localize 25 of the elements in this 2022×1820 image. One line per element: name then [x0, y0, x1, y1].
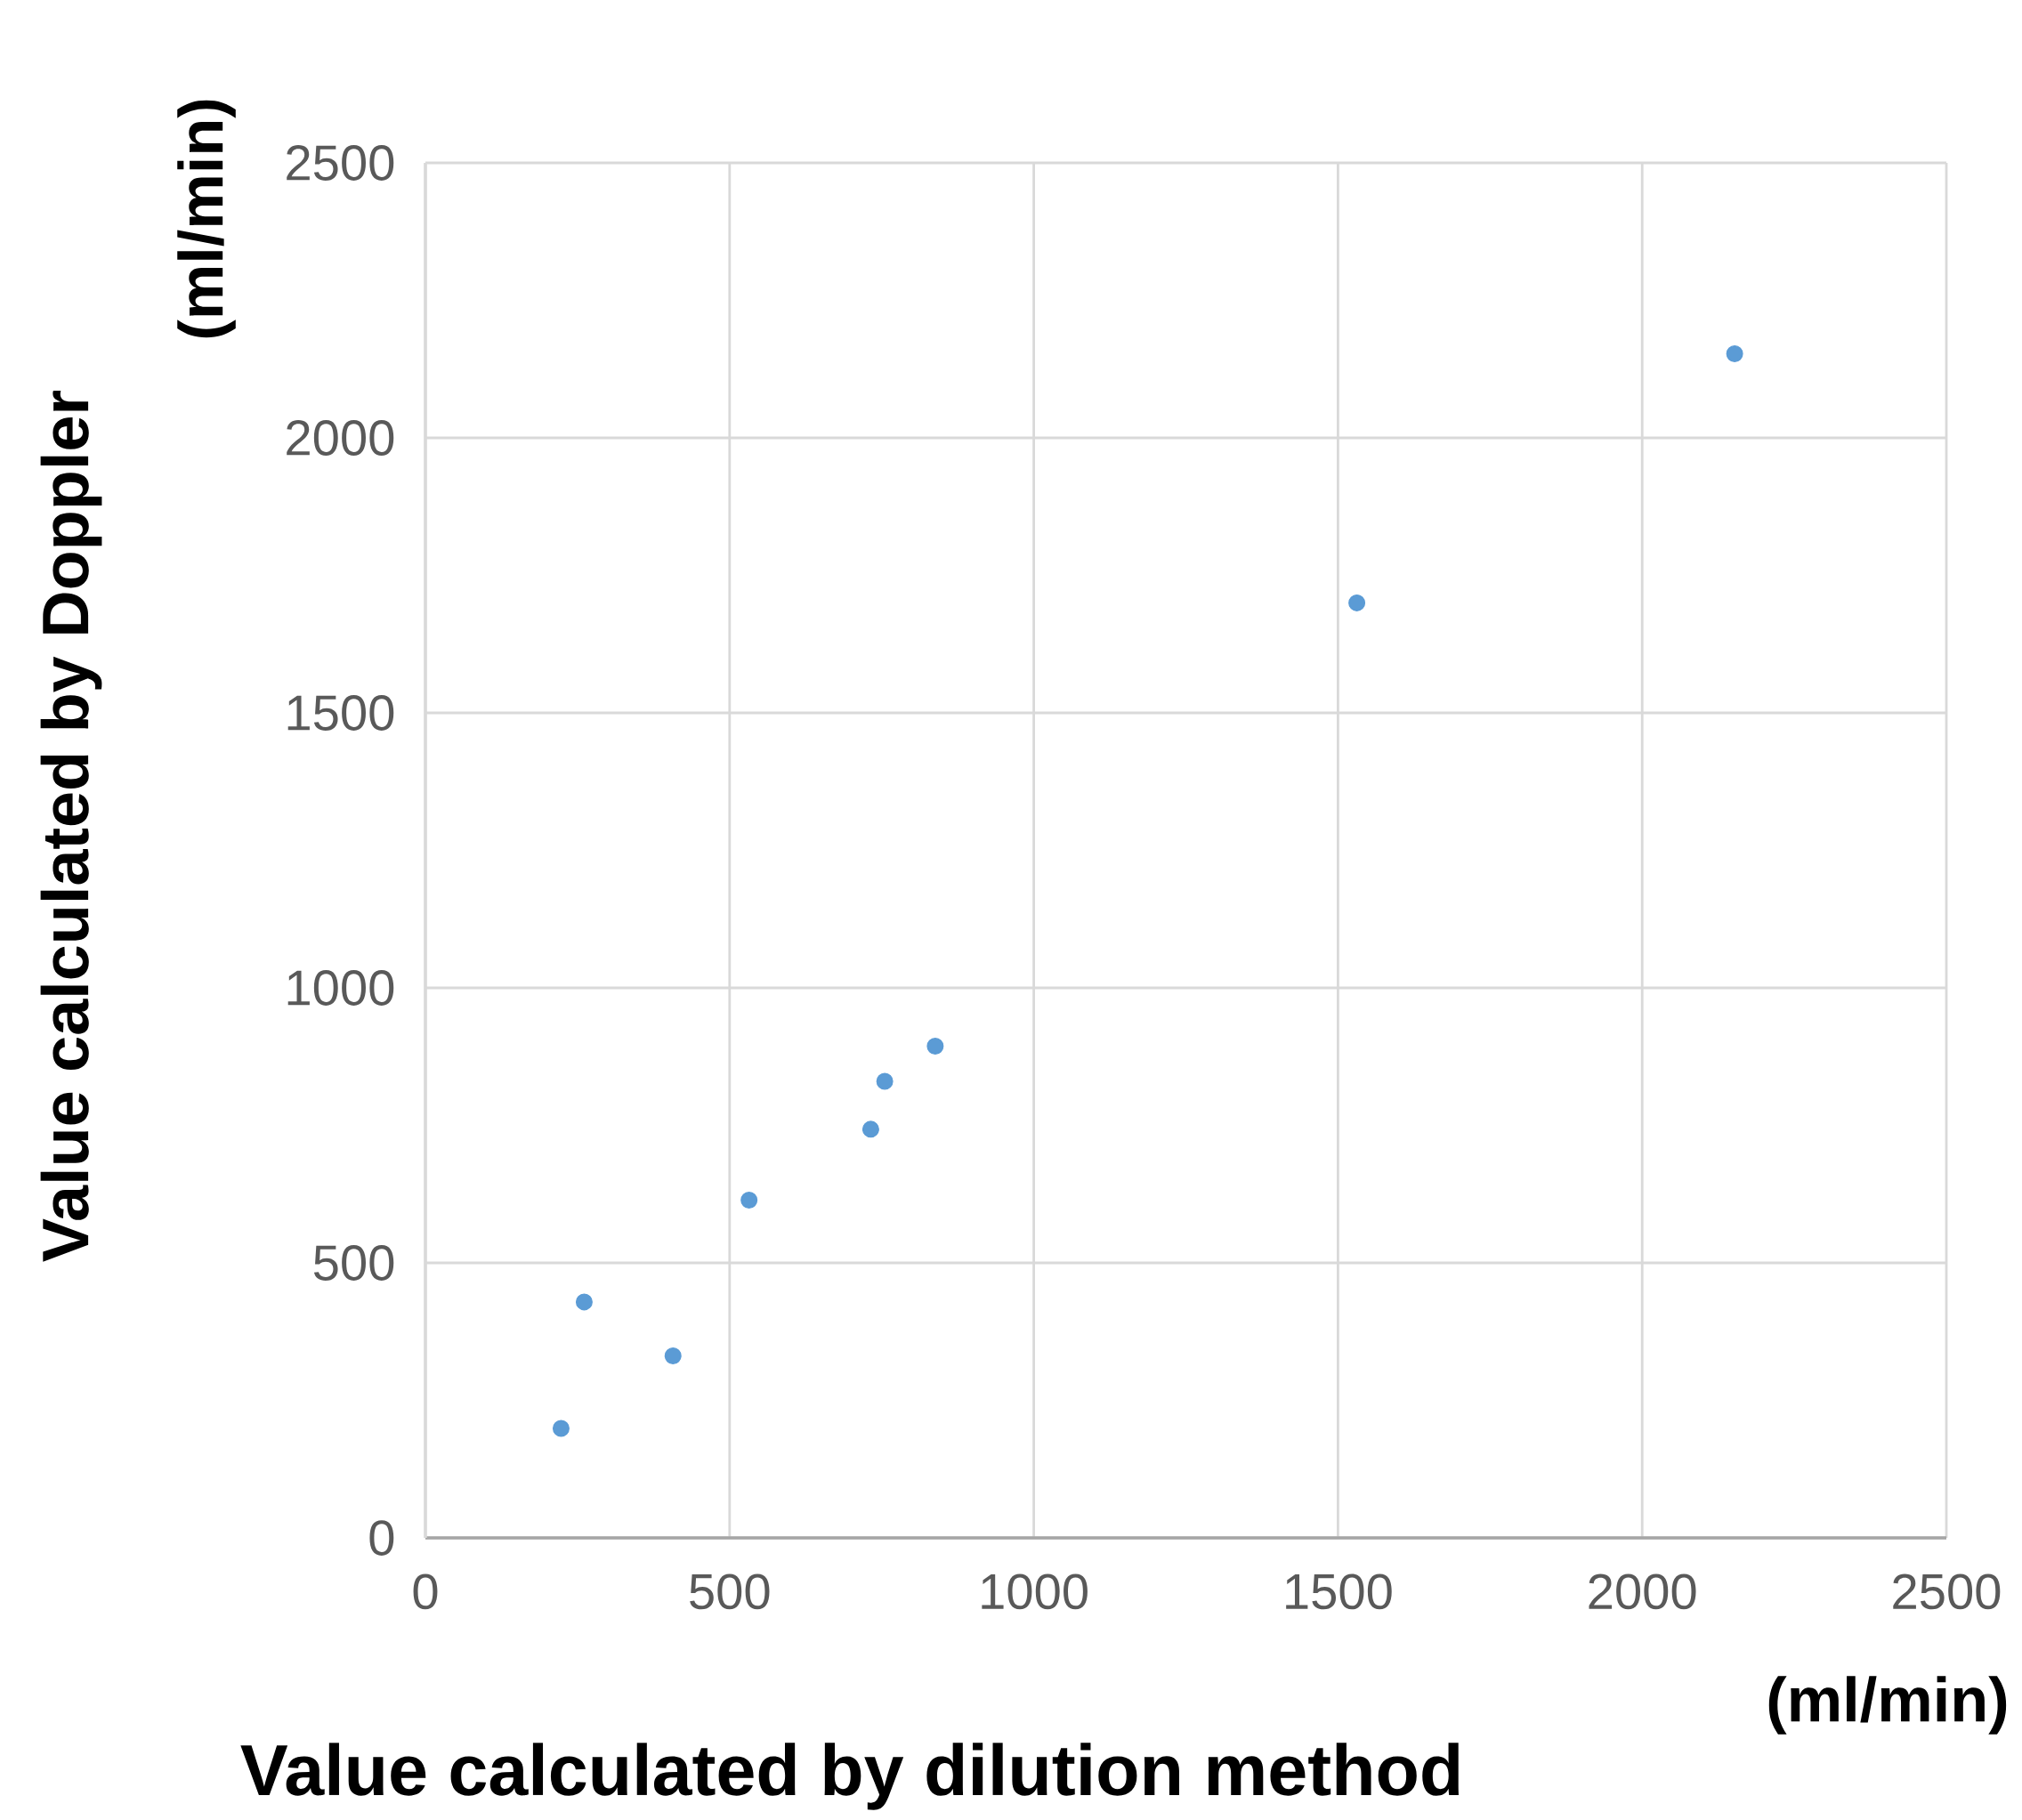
point — [740, 1191, 758, 1209]
point — [926, 1037, 944, 1055]
y-tick-label: 2000 — [287, 419, 394, 456]
x-tick-label: 1000 — [982, 1573, 1088, 1610]
point — [664, 1347, 682, 1364]
text: (ml/min) — [177, 100, 236, 337]
x-axis-title: Value calculated by dilution method — [240, 1743, 1459, 1810]
x-tick-label: 500 — [690, 1573, 770, 1610]
y-tick-label: 1500 — [287, 694, 394, 731]
y-tick-label: 1000 — [287, 969, 394, 1006]
y-tick-label: 2500 — [287, 144, 394, 181]
y-tick-label: 500 — [313, 1244, 394, 1281]
x-tick-label: 2500 — [1893, 1573, 2001, 1610]
point — [1348, 594, 1366, 611]
point — [1726, 344, 1743, 362]
point — [876, 1072, 894, 1090]
x-tick-label: 1500 — [1286, 1573, 1392, 1610]
y-tick-label: 0 — [369, 1519, 394, 1556]
text: (ml/min) — [1768, 1676, 2007, 1735]
x-tick-label: 2000 — [1589, 1573, 1696, 1610]
y-axis-title: Value calculated by Doppler — [40, 390, 102, 1262]
point — [552, 1420, 570, 1437]
point — [861, 1120, 879, 1138]
x-tick-label: 0 — [413, 1573, 438, 1610]
point — [575, 1293, 593, 1311]
